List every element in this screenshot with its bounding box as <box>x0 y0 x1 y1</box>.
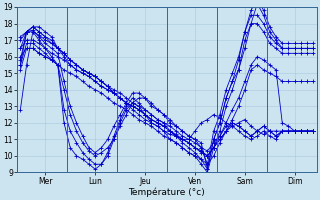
X-axis label: Température (°c): Température (°c) <box>129 187 205 197</box>
